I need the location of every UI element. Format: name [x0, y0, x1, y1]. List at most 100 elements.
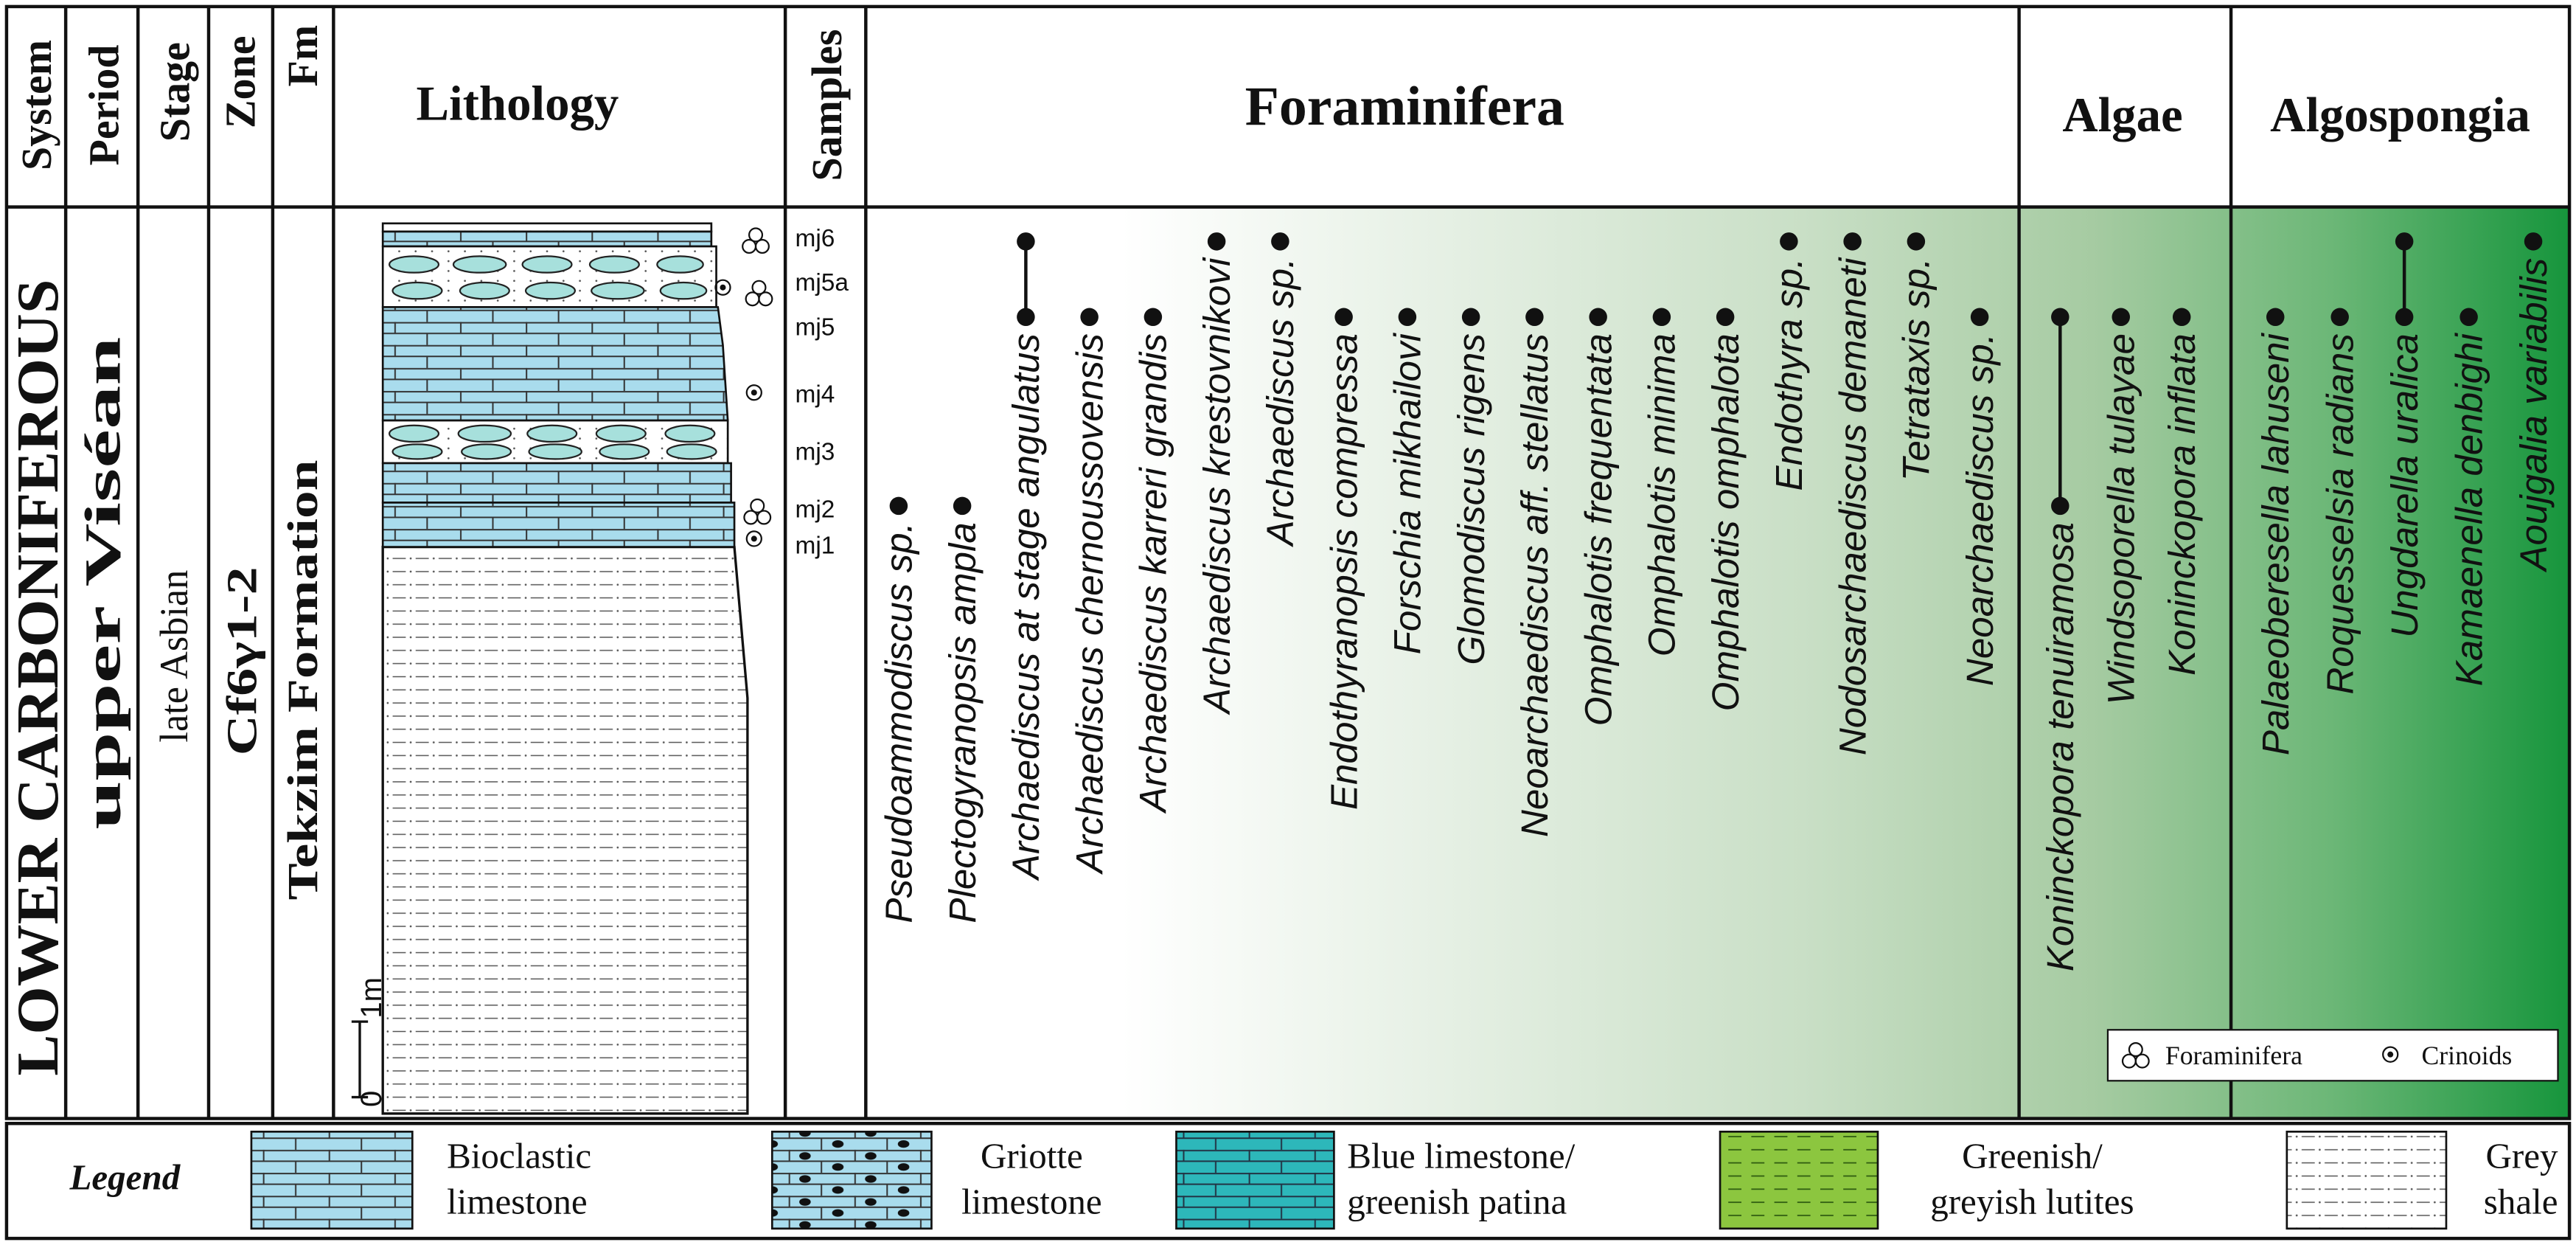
- header-system: System: [13, 40, 60, 170]
- legend-frame: [4, 1121, 2572, 1241]
- range-dot: [889, 496, 908, 516]
- header-foraminifera: Foraminifera: [1245, 76, 1564, 137]
- range-dot: [1017, 232, 1035, 251]
- header-lithology: Lithology: [417, 77, 619, 131]
- header-fm: Fm: [279, 25, 327, 87]
- taxon-name: Pseudoammodiscus sp.: [878, 522, 920, 923]
- legend-label: greyish lutites: [1930, 1182, 2134, 1222]
- taxon-name: Windsoporella tulayae: [2100, 333, 2142, 704]
- biozone-background: [866, 207, 2570, 1119]
- taxon-name: Endothyra sp.: [1768, 258, 1810, 491]
- legend-label: Bioclastic: [447, 1135, 591, 1176]
- taxon-name: Archaediscus karreri grandis: [1132, 333, 1174, 814]
- range-dot: [1843, 232, 1862, 251]
- header-algae: Algae: [2062, 88, 2182, 142]
- header-zone: Zone: [216, 36, 264, 128]
- range-dot: [1461, 308, 1480, 327]
- taxon-name: Omphalotis minima: [1641, 333, 1683, 656]
- taxon-name: Omphalotis frequentata: [1577, 333, 1619, 726]
- taxon-name: Roquesselsia radians: [2319, 333, 2361, 695]
- sample-fossil-symbols: [714, 227, 773, 547]
- range-dot: [2112, 308, 2131, 327]
- header-algospongia: Algospongia: [2270, 88, 2530, 142]
- taxon-name: Neoarchaediscus sp.: [1959, 333, 2001, 686]
- legend-label: limestone: [447, 1182, 588, 1222]
- stage-label: late Asbian: [152, 570, 196, 743]
- sample-label: mj1: [796, 532, 835, 559]
- taxon-name: Archaediscus krestovnikovi: [1196, 257, 1238, 715]
- range-dot: [1271, 232, 1289, 251]
- range-dot: [1907, 232, 1926, 251]
- taxon-name: Palaeoberesella lahuseni: [2255, 332, 2297, 755]
- taxon-name: Plectogyranopsis ampla: [941, 522, 984, 923]
- taxon-name: Kamaenella denbighi: [2448, 332, 2490, 686]
- range-dot: [2524, 232, 2543, 251]
- header-stage: Stage: [150, 42, 198, 142]
- zone-label: Cf6γ1-2: [218, 566, 266, 755]
- range-dot: [2172, 308, 2191, 327]
- range-dot: [1970, 308, 1989, 327]
- range-dot: [2395, 308, 2414, 327]
- taxon-name: Forschia mikhailovi: [1387, 332, 1429, 654]
- table-frame: [4, 4, 2572, 1120]
- taxon-name: Koninckopora tenuiramosa: [2039, 522, 2081, 971]
- key-box: [2106, 1029, 2559, 1082]
- taxon-name: Endothyranopsis compressa: [1323, 333, 1365, 810]
- legend-swatches: [250, 1131, 2448, 1230]
- taxon-name: Koninckopora inflata: [2161, 333, 2203, 676]
- taxon-name: Archaediscus at stage angulatus: [1005, 333, 1047, 881]
- sample-label: mj6: [796, 225, 835, 252]
- range-dot: [1080, 308, 1099, 327]
- range-dot: [1207, 232, 1226, 251]
- scale-bar: [351, 1020, 369, 1099]
- sample-labels: mj6 mj5a mj5 mj4 mj3 mj2 mj1: [796, 225, 849, 559]
- taxon-name: Nodosarchaediscus demaneti: [1831, 257, 1873, 755]
- sample-label: mj5a: [796, 269, 849, 296]
- taxa-ranges: Pseudoammodiscus sp. Plectogyranopsis amp…: [878, 232, 2555, 971]
- sample-label: mj3: [796, 439, 835, 466]
- legend-title: Legend: [69, 1156, 181, 1197]
- sample-label: mj4: [796, 381, 835, 409]
- formation-label: Tekzim Formation: [279, 460, 327, 901]
- key-symbols: [2121, 1041, 2399, 1069]
- range-dot: [1017, 308, 1035, 327]
- header-period: Period: [80, 45, 128, 166]
- range-dot: [1716, 308, 1735, 327]
- taxon-name: Omphalotis omphalota: [1705, 333, 1747, 711]
- taxon-name: Neoarchaediscus aff. stellatus: [1514, 333, 1556, 837]
- header-samples: Samples: [803, 30, 851, 181]
- range-dot: [2051, 308, 2069, 327]
- legend-label: Griotte: [981, 1135, 1083, 1176]
- range-dot: [2266, 308, 2285, 327]
- range-dot: [1652, 308, 1671, 327]
- taxon-name: Archaediscus chernoussovensis: [1068, 333, 1110, 875]
- range-dot: [1398, 308, 1417, 327]
- range-dot: [2460, 308, 2478, 327]
- range-dot: [1525, 308, 1544, 327]
- scale-zero: 0: [355, 1091, 388, 1107]
- range-dot: [1589, 308, 1607, 327]
- taxon-name: Tetrataxis sp.: [1896, 258, 1938, 482]
- legend-label: greenish patina: [1347, 1182, 1567, 1222]
- key-foraminifera: Foraminifera: [2165, 1041, 2302, 1070]
- legend-label: Blue limestone/: [1347, 1135, 1575, 1176]
- taxon-name: Ungdarella uralica: [2384, 333, 2426, 638]
- system-label: LOWER CARBONIFEROUS: [6, 280, 71, 1076]
- range-dot: [953, 496, 972, 516]
- sample-label: mj5: [796, 313, 835, 341]
- range-dot: [2395, 232, 2414, 251]
- sample-label: mj2: [796, 496, 835, 523]
- scale-unit: 1m: [355, 977, 388, 1019]
- legend-label: Grey: [2486, 1135, 2558, 1176]
- range-dot: [1780, 232, 1798, 251]
- lithology-column: [381, 222, 749, 1115]
- column-dividers: [6, 6, 2570, 1119]
- taxon-name: Archaediscus sp.: [1259, 258, 1301, 548]
- legend-label: limestone: [961, 1182, 1102, 1222]
- range-dot: [2330, 308, 2349, 327]
- range-dot: [2051, 496, 2069, 516]
- range-dot: [1334, 308, 1353, 327]
- legend-labels: Bioclastic limestone Griotte limestone Blue …: [447, 1135, 2558, 1221]
- range-dot: [1143, 308, 1163, 327]
- key-crinoids: Crinoids: [2422, 1041, 2513, 1070]
